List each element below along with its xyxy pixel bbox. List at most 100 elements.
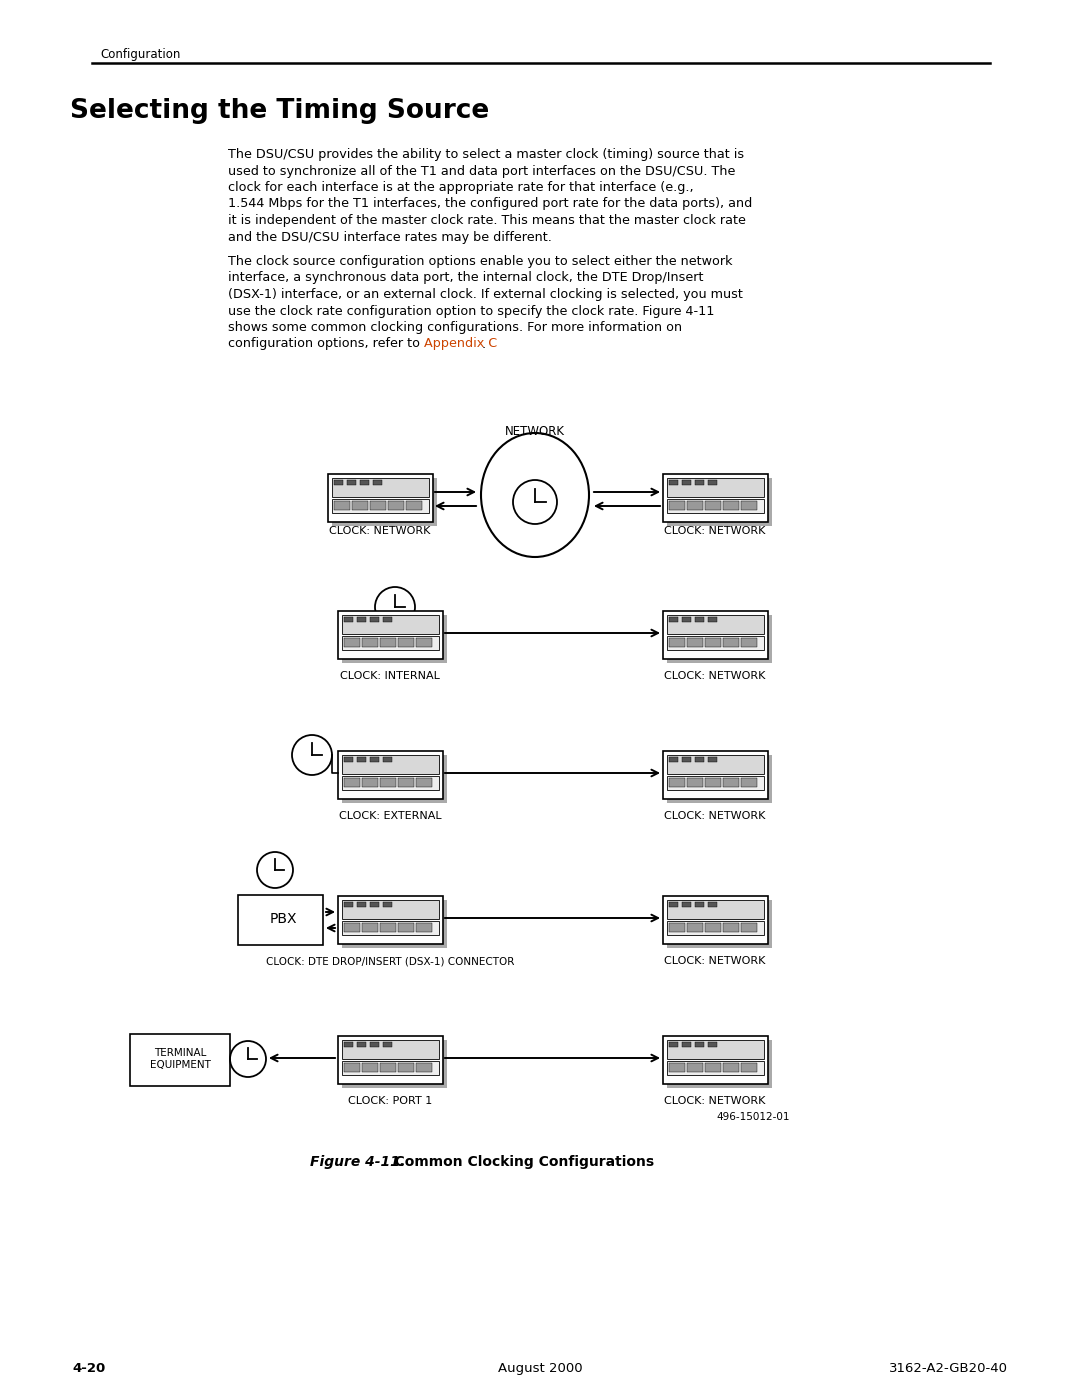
Bar [345, 923, 360, 932]
Bar [669, 757, 678, 761]
Text: CLOCK: NETWORK: CLOCK: NETWORK [664, 956, 766, 965]
Text: CLOCK: NETWORK: CLOCK: NETWORK [664, 812, 766, 821]
Bar [399, 923, 414, 932]
Bar [342, 1039, 438, 1059]
Text: (DSX-1) interface, or an external clock. If external clocking is selected, you m: (DSX-1) interface, or an external clock.… [228, 288, 743, 300]
Bar [380, 638, 396, 647]
Text: interface, a synchronous data port, the internal clock, the DTE Drop/Insert: interface, a synchronous data port, the … [228, 271, 703, 285]
Bar [342, 775, 438, 791]
Bar [342, 900, 447, 949]
Bar [705, 638, 721, 647]
Bar [380, 778, 396, 788]
Bar [342, 754, 447, 803]
Bar [338, 1037, 443, 1084]
Bar [723, 923, 739, 932]
Bar [370, 617, 379, 622]
Bar [238, 895, 323, 944]
Bar [669, 1063, 685, 1073]
Bar [370, 1042, 379, 1046]
Bar [669, 638, 685, 647]
Bar [347, 481, 356, 485]
Bar [667, 754, 772, 803]
Bar [388, 502, 404, 510]
Bar [357, 1042, 366, 1046]
Bar [416, 778, 432, 788]
Text: CLOCK: PORT 1: CLOCK: PORT 1 [348, 1097, 432, 1106]
Bar [681, 481, 691, 485]
Bar [332, 499, 429, 513]
Bar [406, 502, 422, 510]
Bar [342, 636, 438, 651]
Bar [342, 754, 438, 774]
Bar [357, 757, 366, 761]
Text: configuration options, refer to: configuration options, refer to [228, 338, 424, 351]
Bar [345, 617, 353, 622]
Bar [741, 1063, 757, 1073]
Bar [667, 1060, 764, 1076]
Bar [669, 502, 685, 510]
Bar [681, 1042, 691, 1046]
Bar [696, 617, 704, 622]
Text: Appendix C: Appendix C [424, 338, 497, 351]
Bar [399, 638, 414, 647]
Bar [345, 1063, 360, 1073]
Bar [741, 923, 757, 932]
Bar [334, 502, 350, 510]
Bar [362, 638, 378, 647]
Bar [741, 638, 757, 647]
Bar [338, 610, 443, 659]
Bar [360, 481, 369, 485]
Bar [669, 617, 678, 622]
Bar [723, 502, 739, 510]
Bar [681, 757, 691, 761]
Text: August 2000: August 2000 [498, 1362, 582, 1375]
Bar [687, 502, 703, 510]
Bar [669, 481, 678, 485]
Text: PBX: PBX [269, 912, 297, 926]
Bar [667, 1039, 764, 1059]
Bar [708, 481, 717, 485]
Text: Selecting the Timing Source: Selecting the Timing Source [70, 98, 489, 124]
Bar [705, 502, 721, 510]
Text: CLOCK: NETWORK: CLOCK: NETWORK [664, 671, 766, 680]
Bar [334, 481, 343, 485]
Bar [696, 757, 704, 761]
Bar [370, 902, 379, 907]
Bar [663, 610, 768, 659]
Bar [696, 481, 704, 485]
Bar [708, 757, 717, 761]
Bar [416, 638, 432, 647]
Text: shows some common clocking configurations. For more information on: shows some common clocking configuration… [228, 321, 683, 334]
Text: CLOCK: INTERNAL: CLOCK: INTERNAL [340, 671, 440, 680]
Bar [345, 1042, 353, 1046]
Bar [362, 778, 378, 788]
Bar [741, 778, 757, 788]
Bar [667, 921, 764, 936]
Text: CLOCK: DTE DROP/INSERT (DSX-1) CONNECTOR: CLOCK: DTE DROP/INSERT (DSX-1) CONNECTOR [266, 956, 514, 965]
Bar [687, 778, 703, 788]
Bar [669, 923, 685, 932]
Text: Common Clocking Configurations: Common Clocking Configurations [375, 1155, 654, 1169]
Bar [705, 923, 721, 932]
Text: use the clock rate configuration option to specify the clock rate. Figure 4-11: use the clock rate configuration option … [228, 305, 714, 317]
Bar [380, 1063, 396, 1073]
Bar [383, 902, 392, 907]
Bar [667, 775, 764, 791]
Bar [669, 1042, 678, 1046]
Text: CLOCK: NETWORK: CLOCK: NETWORK [329, 527, 431, 536]
Bar [338, 752, 443, 799]
Bar [667, 900, 772, 949]
Text: CLOCK: NETWORK: CLOCK: NETWORK [664, 1097, 766, 1106]
Bar [332, 478, 437, 527]
Bar [723, 778, 739, 788]
Text: 4-20: 4-20 [72, 1362, 105, 1375]
Bar [328, 474, 433, 522]
Bar [696, 902, 704, 907]
Bar [383, 617, 392, 622]
Bar [342, 1039, 447, 1088]
Bar [663, 1037, 768, 1084]
Bar [383, 757, 392, 761]
Bar [370, 757, 379, 761]
Bar [357, 902, 366, 907]
Bar [687, 1063, 703, 1073]
